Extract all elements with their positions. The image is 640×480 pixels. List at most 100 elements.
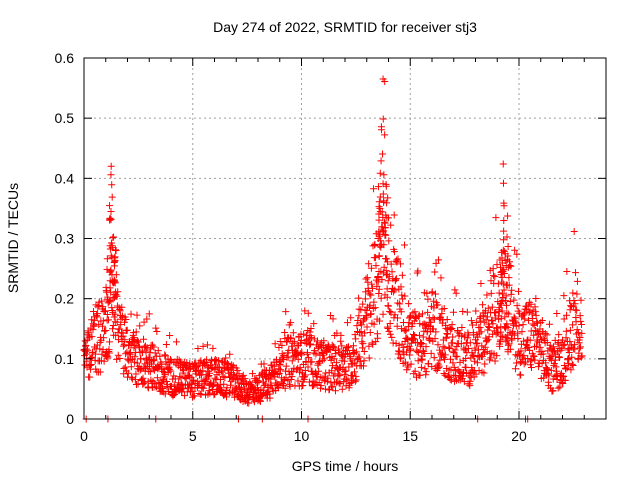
data-point [500,236,508,244]
data-point [94,310,102,318]
data-point [384,194,392,202]
data-point [504,243,512,251]
data-point [401,292,409,300]
data-point [503,309,511,317]
data-point [171,375,179,383]
data-point [127,363,135,371]
data-point [383,271,390,279]
data-point [86,373,94,381]
data-point [108,304,116,312]
data-point [484,304,492,312]
data-point [286,382,294,390]
data-point [365,354,373,362]
data-point [424,308,432,316]
data-point [418,356,426,364]
data-point [333,359,341,367]
data-point [427,349,435,357]
data-point [293,350,301,358]
data-point [162,341,170,349]
data-point [495,304,503,312]
data-point [446,355,454,363]
data-point [371,240,379,248]
data-point [370,320,378,328]
data-point [466,377,474,385]
data-point [435,256,443,264]
data-point [458,324,466,332]
data-point [393,314,401,322]
data-point [563,267,571,275]
data-point [414,267,422,275]
data-point [101,307,109,315]
data-point [483,313,491,321]
data-point [296,364,304,372]
data-point [329,315,337,323]
data-point [472,370,480,378]
data-point [489,265,497,273]
data-point [152,324,160,332]
data-point [134,338,142,346]
data-point [423,289,431,297]
data-point [136,366,144,374]
data-point [441,351,449,359]
data-point [528,364,536,372]
data-point [462,355,470,363]
data-point [451,286,459,294]
data-point [370,185,378,193]
data-point [472,319,480,327]
data-point [458,332,466,340]
data-point [109,295,117,303]
data-point [531,308,539,316]
data-point [341,370,349,378]
data-point [351,368,359,376]
data-point [417,340,425,348]
data-point [376,317,384,325]
data-point [540,335,548,343]
data-point [483,291,491,299]
data-point [293,349,301,357]
data-point [532,311,540,319]
data-point [502,281,510,289]
data-point [517,371,525,379]
data-point [333,329,341,337]
data-point [305,378,313,386]
data-point [215,357,223,365]
data-point [529,352,537,360]
data-point [532,294,540,302]
data-point [501,313,509,321]
data-point [109,325,117,333]
data-point [366,328,374,336]
data-point [417,363,425,371]
data-point [374,183,382,191]
data-point [336,380,344,388]
data-point [372,262,380,270]
data-point [415,311,423,319]
data-point [410,335,418,343]
data-point [109,278,117,286]
data-point [110,313,118,321]
data-point [502,323,510,331]
data-point [556,354,564,362]
data-point [505,274,513,282]
data-point [249,370,257,378]
data-point [421,365,429,373]
data-point [547,366,555,374]
data-point [440,305,448,313]
data-point [306,341,314,349]
data-point [402,327,410,335]
data-point [366,290,374,298]
data-point [376,193,384,201]
data-point [164,364,172,372]
data-point [530,352,538,360]
data-point [355,312,363,320]
data-point [543,331,551,339]
data-point [199,367,207,375]
data-point [479,350,487,358]
data-point [204,373,212,381]
data-point [519,321,527,329]
data-point [324,374,332,382]
data-point [398,291,406,299]
chart-title: Day 274 of 2022, SRMTID for receiver stj… [213,19,477,35]
data-point [481,360,489,368]
data-point [135,342,143,350]
data-point [302,371,310,379]
